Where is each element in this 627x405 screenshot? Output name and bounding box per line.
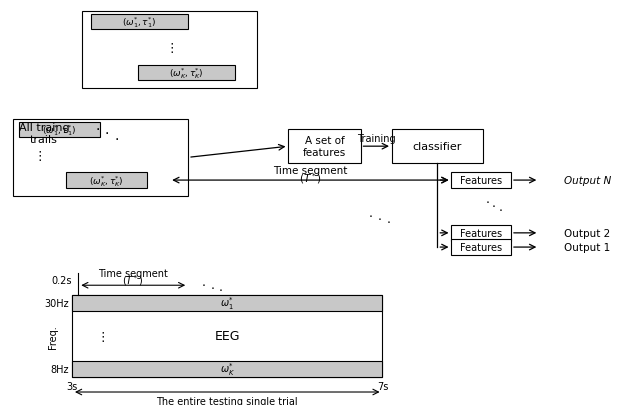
Text: $\cdot$: $\cdot$	[201, 277, 206, 290]
Text: Output N: Output N	[564, 176, 611, 185]
FancyBboxPatch shape	[451, 173, 511, 188]
Text: $\cdot$: $\cdot$	[104, 125, 109, 139]
Text: Freq.: Freq.	[48, 324, 58, 348]
Text: A set of
features: A set of features	[303, 136, 346, 158]
Text: $\vdots$: $\vdots$	[96, 329, 105, 343]
Text: $\cdot$: $\cdot$	[498, 202, 502, 215]
Text: Time segment: Time segment	[98, 269, 168, 278]
Text: $\cdot$: $\cdot$	[367, 208, 372, 221]
Text: $\cdot$: $\cdot$	[95, 121, 100, 134]
Text: $(\omega_1^{*}, \tau_1^{*})$: $(\omega_1^{*}, \tau_1^{*})$	[122, 15, 157, 30]
FancyBboxPatch shape	[91, 15, 188, 30]
Text: $\omega_1^{*}$: $\omega_1^{*}$	[220, 295, 234, 312]
Text: Time segment: Time segment	[273, 166, 347, 175]
FancyBboxPatch shape	[82, 12, 257, 89]
FancyBboxPatch shape	[451, 240, 511, 255]
Text: Features: Features	[460, 176, 502, 185]
Text: Training: Training	[357, 134, 396, 144]
Text: Features: Features	[460, 243, 502, 252]
Text: EEG: EEG	[214, 330, 240, 343]
Text: 0.2s: 0.2s	[51, 276, 72, 286]
Text: 30Hz: 30Hz	[45, 298, 69, 308]
FancyBboxPatch shape	[19, 122, 100, 138]
Text: Output 2: Output 2	[564, 228, 611, 238]
FancyBboxPatch shape	[288, 130, 361, 164]
Text: 3s: 3s	[66, 381, 78, 390]
FancyBboxPatch shape	[138, 66, 235, 81]
FancyBboxPatch shape	[72, 361, 382, 377]
Text: 7s: 7s	[377, 381, 388, 390]
Text: All traing
trails: All traing trails	[19, 123, 69, 145]
Text: $\cdot$: $\cdot$	[113, 131, 119, 145]
Text: $(T^*)$: $(T^*)$	[122, 273, 144, 288]
FancyBboxPatch shape	[72, 296, 382, 377]
Text: $\cdot$: $\cdot$	[377, 211, 382, 224]
Text: $(T^*)$: $(T^*)$	[299, 171, 322, 185]
Text: $\omega_K^{*}$: $\omega_K^{*}$	[220, 360, 234, 377]
Text: $\cdot$: $\cdot$	[386, 215, 391, 228]
Text: $\cdot$: $\cdot$	[218, 283, 223, 296]
FancyBboxPatch shape	[13, 119, 188, 196]
Text: $(\omega_K^{*}, \tau_K^{*})$: $(\omega_K^{*}, \tau_K^{*})$	[89, 173, 124, 188]
Text: $\cdot$: $\cdot$	[209, 280, 214, 293]
Text: classifier: classifier	[413, 142, 462, 152]
Text: $(\omega_K^{*}, \tau_K^{*})$: $(\omega_K^{*}, \tau_K^{*})$	[169, 66, 204, 81]
Text: 8Hz: 8Hz	[50, 364, 69, 374]
FancyBboxPatch shape	[66, 173, 147, 188]
Text: $(\omega_1^{*}, \tau_1^{*})$: $(\omega_1^{*}, \tau_1^{*})$	[43, 123, 76, 137]
FancyBboxPatch shape	[451, 226, 511, 241]
Text: The entire testing single trial: The entire testing single trial	[157, 396, 298, 405]
Text: $\vdots$: $\vdots$	[165, 41, 174, 55]
Text: Features: Features	[460, 228, 502, 238]
FancyBboxPatch shape	[392, 130, 483, 164]
FancyBboxPatch shape	[72, 296, 382, 311]
Text: $\cdot$: $\cdot$	[485, 194, 490, 207]
Text: Output 1: Output 1	[564, 243, 611, 252]
Text: $\cdot$: $\cdot$	[492, 198, 496, 211]
Text: $\vdots$: $\vdots$	[33, 148, 42, 162]
